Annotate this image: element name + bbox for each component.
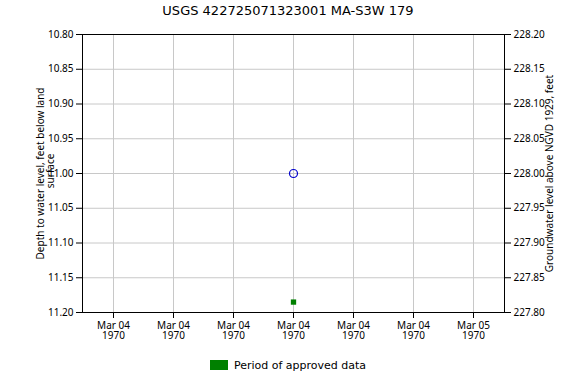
- svg-text:228.05: 228.05: [514, 131, 546, 145]
- svg-text:10.95: 10.95: [48, 131, 74, 145]
- svg-text:228.00: 228.00: [514, 166, 546, 180]
- svg-text:228.10: 228.10: [514, 96, 546, 110]
- svg-text:10.85: 10.85: [48, 61, 74, 75]
- svg-text:227.95: 227.95: [514, 200, 546, 214]
- svg-text:Depth to water level, feet bel: Depth to water level, feet below land su…: [33, 88, 57, 260]
- svg-text:10.90: 10.90: [48, 96, 74, 110]
- svg-text:Mar 041970: Mar 041970: [217, 318, 250, 342]
- svg-text:Mar 041970: Mar 041970: [337, 318, 370, 342]
- svg-text:Mar 051970: Mar 051970: [457, 318, 490, 342]
- svg-text:228.15: 228.15: [514, 61, 546, 75]
- svg-text:227.90: 227.90: [514, 235, 546, 249]
- svg-text:11.15: 11.15: [48, 270, 74, 284]
- svg-text:11.10: 11.10: [48, 235, 74, 249]
- svg-text:10.80: 10.80: [48, 27, 74, 41]
- svg-text:Mar 041970: Mar 041970: [397, 318, 430, 342]
- html-text:Period of approved data: Period of approved data: [233, 358, 367, 372]
- svg-text:Mar 041970: Mar 041970: [97, 318, 130, 342]
- svg-text:11.05: 11.05: [48, 200, 74, 214]
- svg-text:11.20: 11.20: [48, 305, 74, 319]
- svg-text:Groundwater level above NGVD 1: Groundwater level above NGVD 1929, feet: [542, 74, 556, 272]
- svg-text:Mar 041970: Mar 041970: [277, 318, 310, 342]
- html-text:USGS 422725071323001 MA-S3W 17: USGS 422725071323001 MA-S3W 179: [162, 3, 414, 18]
- svg-text:228.20: 228.20: [514, 27, 546, 41]
- svg-text:11.00: 11.00: [47, 165, 74, 180]
- svg-text:227.85: 227.85: [514, 270, 546, 284]
- svg-text:Mar 041970: Mar 041970: [157, 318, 190, 342]
- svg-text:227.80: 227.80: [514, 305, 546, 319]
